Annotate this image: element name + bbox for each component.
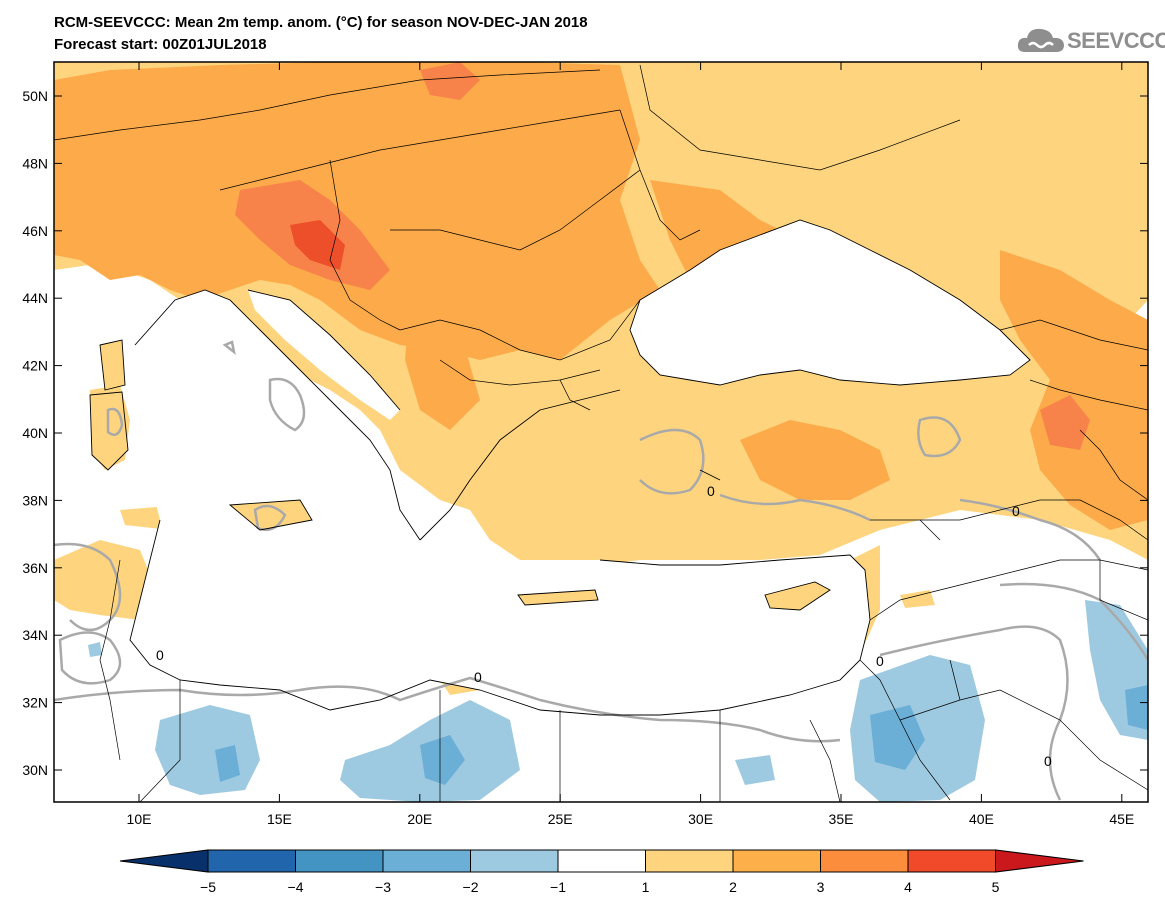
lon-tick-label: 10E xyxy=(127,811,152,827)
orange-anomaly-fill xyxy=(54,62,1148,530)
country-borders xyxy=(54,64,1148,802)
map-frame xyxy=(53,61,1149,803)
contour-label: 0 xyxy=(876,653,884,669)
colorbar: −5 −4 −3 −2 −1 1 2 3 4 5 xyxy=(119,849,1084,895)
zero-contours xyxy=(54,340,1148,801)
colorbar-label: −1 xyxy=(550,879,566,895)
latitude-axis: 50N 48N 46N 44N 42N 40N 38N 36N 34N 32N 30N xyxy=(22,88,1148,778)
lon-tick-label: 40E xyxy=(969,811,994,827)
colorbar-label: 2 xyxy=(729,879,737,895)
forecast-start-label: Forecast start: 00Z01JUL2018 xyxy=(54,36,267,53)
coastlines xyxy=(89,219,1031,716)
lat-tick-label: 30N xyxy=(22,762,48,778)
lat-tick-label: 40N xyxy=(22,425,48,441)
lat-tick-label: 36N xyxy=(22,560,48,576)
lon-tick-label: 30E xyxy=(688,811,713,827)
lon-tick-label: 35E xyxy=(829,811,854,827)
colorbar-swatch xyxy=(645,849,734,873)
colorbar-swatch xyxy=(907,849,996,873)
colorbar-label: −3 xyxy=(375,879,391,895)
contour-label: 0 xyxy=(474,669,482,685)
lat-tick-label: 32N xyxy=(22,695,48,711)
map-title: RCM-SEEVCCC: Mean 2m temp. anom. (°C) fo… xyxy=(54,14,588,31)
lon-tick-label: 25E xyxy=(548,811,573,827)
contour-label: 0 xyxy=(1012,503,1020,519)
colorbar-swatch xyxy=(732,849,821,873)
contour-label: 0 xyxy=(1044,753,1052,769)
colorbar-label: 4 xyxy=(904,879,912,895)
colorbar-swatch xyxy=(295,849,384,873)
extreme-anomaly-fill xyxy=(290,220,345,270)
colorbar-label: 5 xyxy=(992,879,1000,895)
map-canvas: 0 0 0 0 0 0 xyxy=(54,62,1148,802)
colorbar-high-arrow xyxy=(995,849,1084,873)
colorbar-swatch xyxy=(382,849,471,873)
colorbar-label: −4 xyxy=(288,879,304,895)
contour-label: 0 xyxy=(707,483,715,499)
lon-tick-label: 45E xyxy=(1109,811,1134,827)
contour-label: 0 xyxy=(156,647,164,663)
cloud-icon xyxy=(1017,28,1064,52)
colorbar-label: 1 xyxy=(642,879,650,895)
logo-text: SEEVCCC xyxy=(1067,28,1165,53)
lat-tick-label: 38N xyxy=(22,492,48,508)
lon-tick-label: 20E xyxy=(407,811,432,827)
colorbar-swatch xyxy=(820,849,909,873)
sea-masks xyxy=(130,220,1030,715)
colorbar-swatch xyxy=(207,849,296,873)
colorbar-swatch xyxy=(557,849,646,873)
lat-tick-label: 48N xyxy=(22,155,48,171)
lat-tick-label: 34N xyxy=(22,627,48,643)
seevccc-logo: SEEVCCC xyxy=(1015,22,1165,58)
colorbar-label: 3 xyxy=(817,879,825,895)
lat-tick-label: 50N xyxy=(22,88,48,104)
lat-tick-label: 46N xyxy=(22,223,48,239)
lon-tick-label: 15E xyxy=(267,811,292,827)
colorbar-low-arrow xyxy=(119,849,209,873)
lat-tick-label: 42N xyxy=(22,358,48,374)
cool-anomaly-fill xyxy=(88,600,1148,802)
lat-tick-label: 44N xyxy=(22,290,48,306)
longitude-axis: 10E 15E 20E 25E 30E 35E 40E 45E xyxy=(127,62,1134,827)
colorbar-label: −5 xyxy=(200,879,216,895)
colorbar-label: −2 xyxy=(463,879,479,895)
colorbar-swatch xyxy=(470,849,559,873)
